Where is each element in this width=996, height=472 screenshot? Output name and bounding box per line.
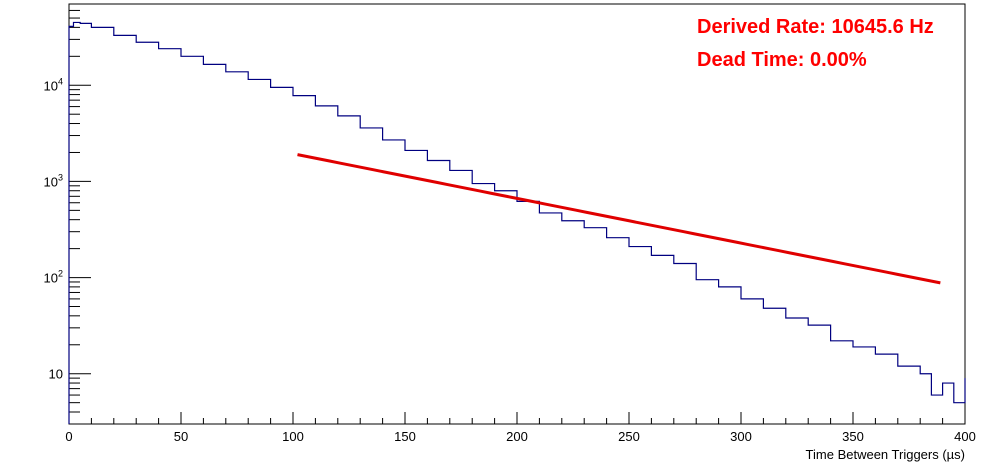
y-tick-label: 10: [49, 367, 63, 382]
x-axis: 0 50 100 150 200 250 300 350 400: [65, 412, 976, 444]
fit-line: [297, 153, 941, 285]
y-axis: 10 102 103 104: [44, 3, 91, 425]
annotation-deadtime: Dead Time: 0.00%: [697, 49, 867, 71]
x-tick-label: 300: [730, 429, 752, 444]
histogram-series: [68, 21, 966, 424]
x-tick-label: 100: [282, 429, 304, 444]
x-axis-title: Time Between Triggers (µs): [806, 447, 965, 462]
x-tick-label: 350: [842, 429, 864, 444]
series-layer: [68, 21, 966, 424]
x-tick-label: 200: [506, 429, 528, 444]
x-tick-label: 250: [618, 429, 640, 444]
x-tick-label: 0: [65, 429, 72, 444]
y-tick-label: 102: [44, 269, 63, 286]
annotation-rate: Derived Rate: 10645.6 Hz: [697, 16, 934, 38]
y-tick-label: 104: [44, 76, 63, 93]
x-tick-label: 50: [174, 429, 188, 444]
x-tick-label: 150: [394, 429, 416, 444]
y-tick-label: 103: [44, 172, 63, 189]
x-tick-label: 400: [954, 429, 976, 444]
